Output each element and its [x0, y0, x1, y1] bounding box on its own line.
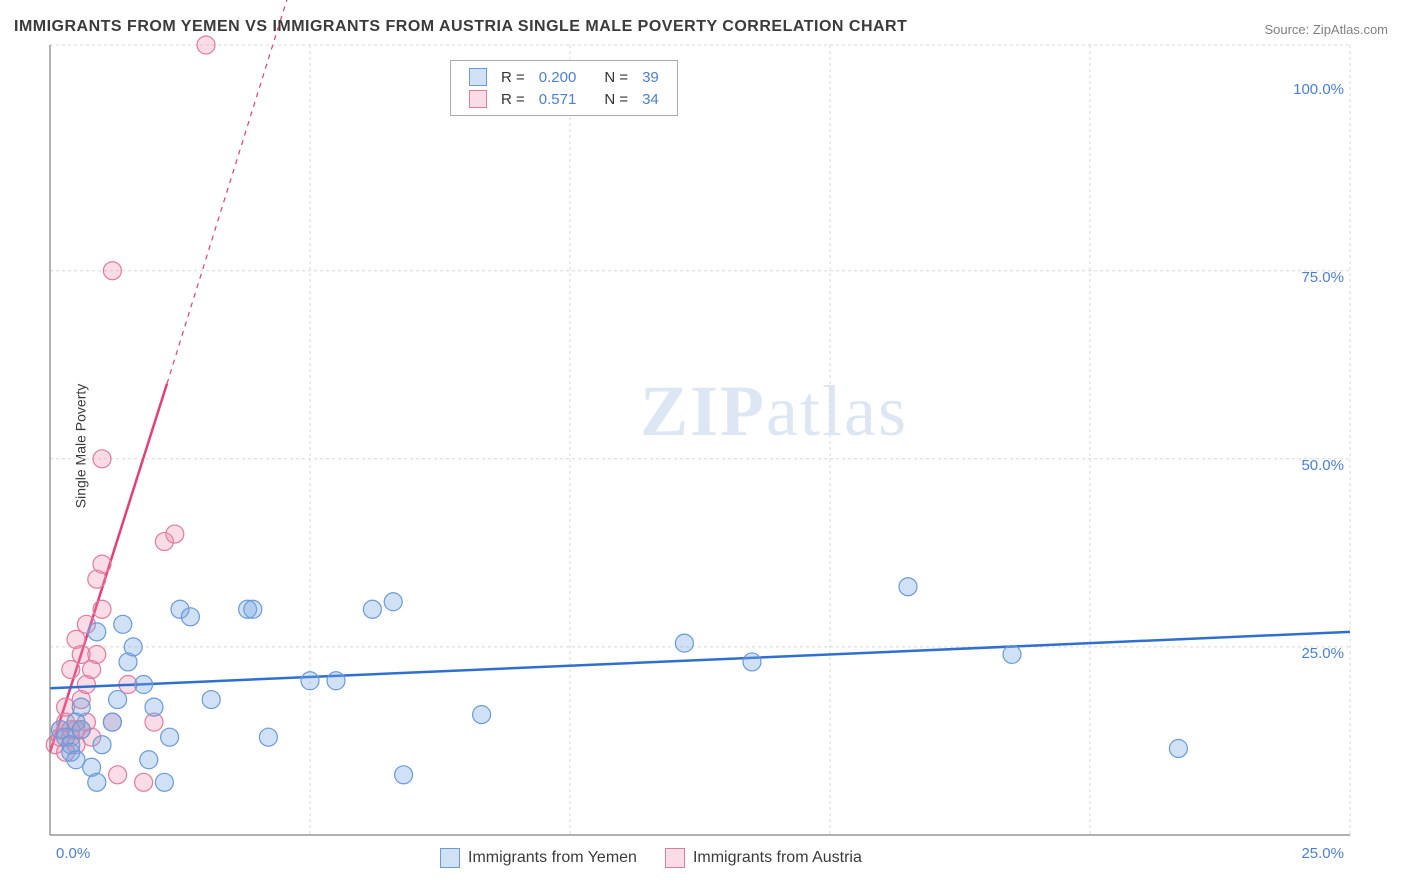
y-tick-label: 25.0% [1301, 645, 1344, 662]
legend-swatch [469, 68, 487, 86]
legend-r-label: R = [495, 67, 531, 87]
chart-container: IMMIGRANTS FROM YEMEN VS IMMIGRANTS FROM… [0, 0, 1406, 892]
legend-n-value: 39 [636, 67, 665, 87]
legend-n-value: 34 [636, 89, 665, 109]
legend-r-value: 0.200 [533, 67, 583, 87]
legend-swatch [469, 90, 487, 108]
legend-item: Immigrants from Yemen [440, 848, 637, 868]
x-tick-label: 0.0% [56, 845, 90, 862]
legend-n-label: N = [598, 89, 634, 109]
y-tick-label: 75.0% [1301, 269, 1344, 286]
legend-item: Immigrants from Austria [665, 848, 862, 868]
legend-r-value: 0.571 [533, 89, 583, 109]
x-tick-label: 25.0% [1301, 845, 1344, 862]
scatter-plot [0, 0, 1406, 892]
legend-swatch [440, 848, 460, 868]
legend-r-label: R = [495, 89, 531, 109]
legend-row: R =0.571 N =34 [463, 89, 665, 109]
legend-swatch [665, 848, 685, 868]
legend-series-name: Immigrants from Yemen [468, 849, 637, 867]
correlation-legend: R =0.200 N =39 R =0.571 N =34 [450, 60, 678, 116]
legend-n-label: N = [598, 67, 634, 87]
series-legend: Immigrants from Yemen Immigrants from Aus… [440, 848, 862, 868]
y-tick-label: 50.0% [1301, 457, 1344, 474]
y-tick-label: 100.0% [1293, 81, 1344, 98]
legend-series-name: Immigrants from Austria [693, 849, 862, 867]
legend-row: R =0.200 N =39 [463, 67, 665, 87]
